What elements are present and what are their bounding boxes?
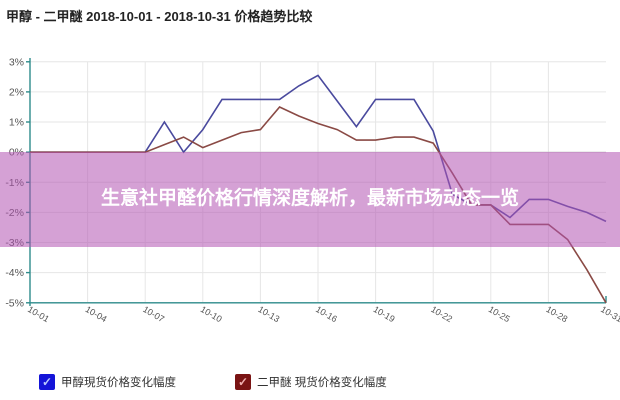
- svg-text:10-19: 10-19: [372, 304, 397, 324]
- svg-text:10-31: 10-31: [599, 304, 620, 324]
- svg-text:10-13: 10-13: [256, 304, 281, 324]
- svg-text:10-25: 10-25: [487, 304, 512, 324]
- svg-text:10-01: 10-01: [26, 304, 51, 324]
- svg-text:10-16: 10-16: [314, 304, 339, 324]
- svg-text:10-04: 10-04: [84, 304, 109, 324]
- svg-text:10-22: 10-22: [429, 304, 454, 324]
- svg-text:10-10: 10-10: [199, 304, 224, 324]
- svg-text:10-28: 10-28: [544, 304, 569, 324]
- svg-text:2%: 2%: [9, 86, 24, 98]
- svg-text:1%: 1%: [9, 117, 24, 129]
- svg-text:10-07: 10-07: [141, 304, 166, 324]
- svg-text:-5%: -5%: [5, 297, 24, 309]
- svg-text:3%: 3%: [9, 56, 24, 68]
- svg-text:-4%: -4%: [5, 267, 24, 279]
